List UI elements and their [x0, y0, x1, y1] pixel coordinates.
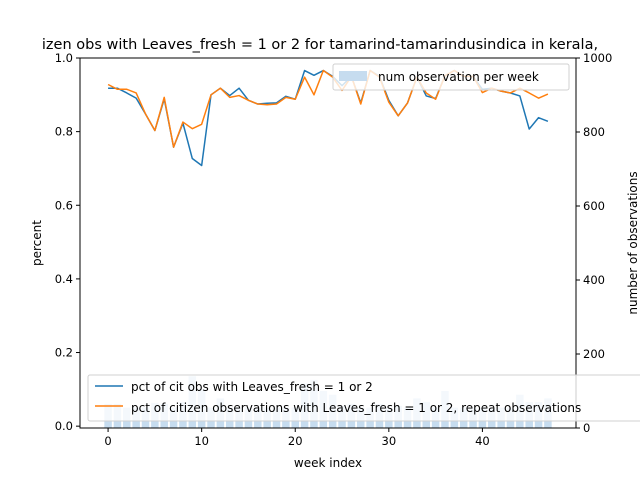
y2-tick-label: 800: [583, 125, 605, 139]
y2-tick-label: 0: [583, 421, 590, 435]
y-tick-label: 0.0: [55, 419, 73, 433]
y-tick-label: 0.2: [55, 346, 73, 360]
y-axis-right: 0 200 400 600 800 1000: [576, 51, 612, 435]
legend-top: num observation per week: [332, 63, 570, 91]
y2-tick-label: 400: [583, 273, 605, 287]
legend-label-bars: num observation per week: [378, 70, 539, 84]
y2-tick-label: 600: [583, 199, 605, 213]
plot-frame: [79, 57, 577, 429]
legend-top-box: [332, 63, 570, 91]
y-tick-label: 1.0: [55, 51, 73, 65]
x-tick-label: 40: [475, 434, 490, 448]
x-tick-label: 0: [104, 434, 111, 448]
x-tick-label: 30: [382, 434, 397, 448]
y-tick-label: 0.8: [55, 125, 73, 139]
chart-title: izen obs with Leaves_fresh = 1 or 2 for …: [42, 37, 598, 53]
legend-bottom-box: [87, 374, 640, 422]
x-tick-label: 10: [194, 434, 209, 448]
legend-swatch-bars: [339, 71, 367, 81]
x-axis: 0 10 20 30 40: [104, 428, 490, 448]
legend-label-series-1: pct of cit obs with Leaves_fresh = 1 or …: [131, 380, 373, 394]
y2-tick-label: 200: [583, 347, 605, 361]
x-tick-label: 20: [288, 434, 303, 448]
y2-tick-label: 1000: [583, 51, 612, 65]
x-axis-label: week index: [294, 456, 362, 470]
y-axis-left: 0.0 0.2 0.4 0.6 0.8 1.0: [55, 51, 80, 433]
y2-axis-label: number of observations: [626, 171, 640, 314]
y-tick-label: 0.6: [55, 198, 73, 212]
y-axis-label: percent: [30, 220, 44, 266]
legend-label-series-2: pct of citizen observations with Leaves_…: [131, 401, 581, 415]
legend-bottom: pct of cit obs with Leaves_fresh = 1 or …: [87, 374, 640, 422]
y-tick-label: 0.4: [55, 272, 73, 286]
